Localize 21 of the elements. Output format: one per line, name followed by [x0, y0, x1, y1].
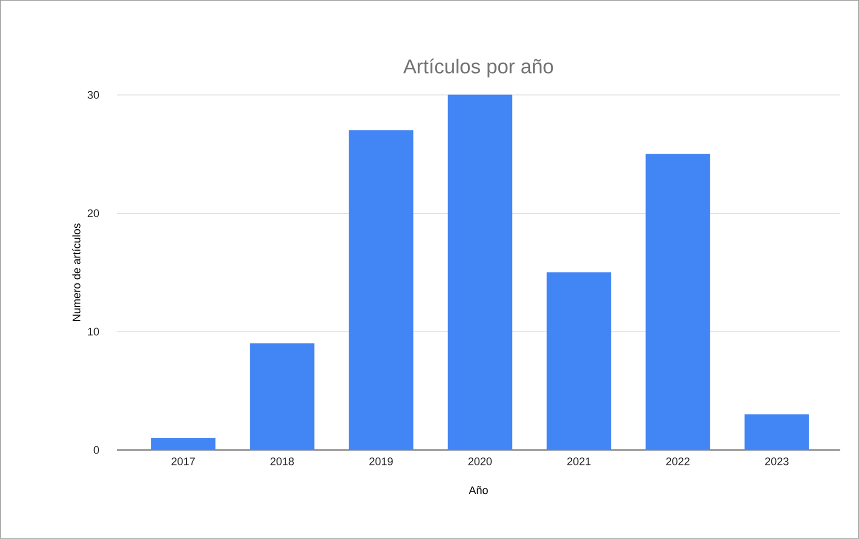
y-axis-title: Numero de artículos	[72, 224, 80, 321]
x-tick-label: 2020	[468, 458, 492, 466]
x-tick-label: 2018	[270, 458, 294, 466]
bar	[151, 438, 216, 450]
bar	[546, 272, 612, 450]
x-tick-label: 2023	[765, 458, 788, 466]
bar	[348, 130, 414, 450]
y-tick-label: 0	[94, 446, 99, 454]
x-axis-title: Año	[468, 486, 488, 494]
x-tick-label: 2022	[666, 458, 690, 466]
bar	[448, 94, 512, 450]
chart-title: Artículos por año	[403, 58, 553, 78]
bar	[646, 154, 710, 450]
x-tick-label: 2017	[172, 458, 195, 466]
x-tick-label: 2021	[567, 458, 591, 466]
y-tick-label: 20	[88, 209, 99, 218]
bar	[250, 343, 314, 450]
x-tick-label: 2019	[369, 458, 393, 466]
y-tick-label: 10	[88, 328, 99, 336]
bar	[744, 414, 809, 450]
y-tick-label: 30	[88, 91, 99, 99]
